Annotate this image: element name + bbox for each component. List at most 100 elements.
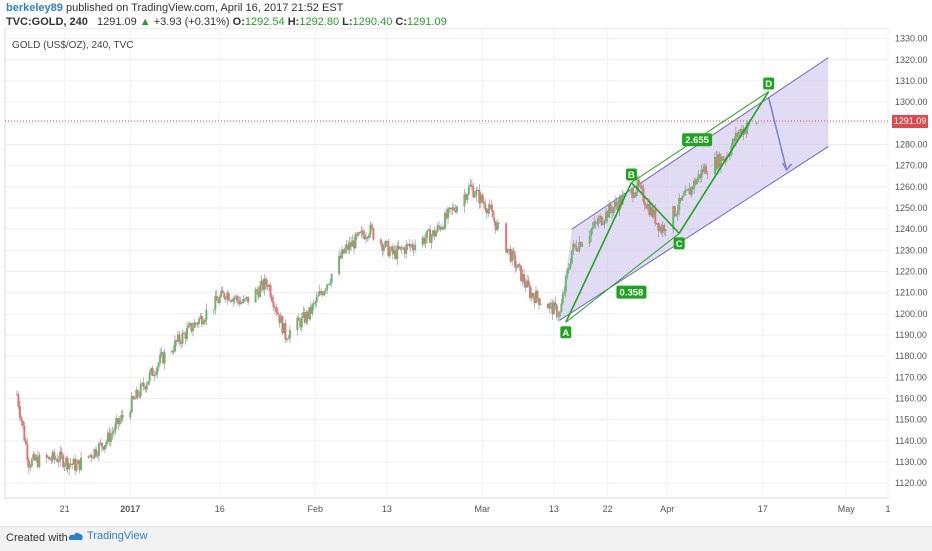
quote-line: TVC:GOLD, 240 1291.09 ▲ +3.93 (+0.31%) O… bbox=[6, 16, 447, 28]
candle-body bbox=[394, 249, 397, 259]
plot-area[interactable] bbox=[4, 28, 889, 499]
author-link[interactable]: berkeley89 bbox=[6, 2, 63, 14]
candle-body bbox=[608, 204, 611, 218]
candle-body bbox=[132, 396, 135, 399]
candle-body bbox=[118, 420, 121, 425]
candle-body bbox=[411, 244, 414, 248]
candle-body bbox=[551, 302, 554, 315]
tradingview-logo[interactable]: TradingView bbox=[68, 530, 148, 542]
candle-body bbox=[275, 307, 278, 313]
candle-body bbox=[77, 460, 80, 464]
pattern-point-box bbox=[560, 326, 572, 339]
candle-body bbox=[175, 340, 178, 342]
candle-body bbox=[364, 237, 367, 240]
candle-body bbox=[129, 412, 132, 418]
candle-body bbox=[435, 231, 438, 237]
candle-body bbox=[563, 291, 566, 294]
candle-body bbox=[30, 459, 33, 467]
candle-body bbox=[87, 456, 90, 458]
leg-bc[interactable] bbox=[630, 182, 680, 234]
candle-body bbox=[581, 243, 584, 247]
candle-body bbox=[26, 444, 29, 461]
candle-body bbox=[676, 210, 679, 215]
candle-body bbox=[736, 132, 739, 137]
candle-body bbox=[53, 451, 56, 459]
candle-body bbox=[160, 352, 163, 355]
candle-body bbox=[181, 332, 184, 344]
candle-body bbox=[187, 325, 190, 329]
candle-body bbox=[142, 383, 145, 387]
candle-body bbox=[546, 303, 549, 309]
candle-body bbox=[693, 180, 696, 190]
candle-body bbox=[35, 456, 38, 461]
candle-body bbox=[497, 223, 500, 225]
candle-body bbox=[664, 229, 667, 231]
candle-body bbox=[56, 458, 59, 462]
y-tick-label: 1130.00 bbox=[895, 457, 927, 467]
candle-body bbox=[716, 154, 719, 169]
published-text: published on TradingView.com, April 16, … bbox=[65, 2, 344, 14]
candle-body bbox=[69, 463, 72, 465]
y-tick-label: 1320.00 bbox=[895, 55, 928, 65]
open-value: 1292.54 bbox=[244, 16, 285, 28]
candle-body bbox=[557, 316, 560, 318]
candle-body bbox=[734, 132, 737, 142]
candle-body bbox=[715, 157, 718, 169]
open-label: O: bbox=[232, 16, 245, 28]
leg-cd[interactable] bbox=[678, 91, 770, 234]
candle-body bbox=[569, 263, 572, 269]
candle-body bbox=[20, 417, 23, 421]
symbol-label: TVC:GOLD, 240 bbox=[6, 16, 88, 28]
candle-body bbox=[372, 228, 375, 240]
candle-body bbox=[691, 186, 694, 190]
candle-body bbox=[414, 244, 417, 250]
brand-name: TradingView bbox=[87, 530, 148, 542]
close-value: 1291.09 bbox=[406, 16, 447, 28]
candle-body bbox=[633, 196, 636, 198]
candle-body bbox=[247, 296, 250, 303]
candle-body bbox=[174, 340, 177, 352]
candle-body bbox=[643, 201, 646, 206]
candle-body bbox=[71, 464, 74, 466]
candle-body bbox=[235, 296, 238, 299]
price-chart[interactable]: 0.358 2.655 A B C D 1120.00 1130.00 1140.00 1150… bbox=[0, 28, 932, 526]
candle-body bbox=[221, 290, 224, 293]
candle-body bbox=[731, 138, 734, 147]
candle-body bbox=[260, 280, 263, 286]
candle-body bbox=[315, 296, 318, 303]
candle-body bbox=[478, 189, 481, 204]
candle-body bbox=[180, 342, 183, 344]
cloud-icon bbox=[68, 532, 83, 541]
y-tick-label: 1260.00 bbox=[895, 182, 928, 192]
candle-body bbox=[360, 230, 363, 233]
candle-body bbox=[136, 389, 139, 397]
y-tick-label: 1220.00 bbox=[895, 266, 928, 276]
candle-body bbox=[259, 285, 262, 298]
candle-body bbox=[268, 285, 271, 287]
candle-body bbox=[705, 166, 708, 174]
candle-body bbox=[188, 323, 191, 326]
candle-body bbox=[130, 396, 133, 413]
candle-body bbox=[381, 243, 384, 251]
candle-body bbox=[466, 194, 469, 200]
leg-ab[interactable] bbox=[565, 182, 633, 323]
candle-body bbox=[361, 230, 364, 235]
candle-body bbox=[408, 244, 411, 247]
candle-body bbox=[618, 197, 621, 211]
candle-body bbox=[702, 169, 705, 172]
candle-body bbox=[718, 154, 721, 168]
chart-title: GOLD (US$/OZ), 240, TVC bbox=[12, 40, 134, 51]
candle-body bbox=[18, 406, 21, 418]
publisher-line: berkeley89 published on TradingView.com,… bbox=[6, 2, 343, 14]
line-ac[interactable] bbox=[565, 232, 680, 323]
projection-arrow-line[interactable] bbox=[767, 97, 788, 171]
high-label: H: bbox=[287, 16, 300, 28]
y-tick-label: 1190.00 bbox=[895, 330, 927, 340]
candle-body bbox=[743, 128, 746, 134]
candle-body bbox=[588, 235, 591, 244]
y-tick-label: 1210.00 bbox=[895, 288, 928, 298]
candle-body bbox=[182, 332, 185, 334]
candle-body bbox=[464, 194, 467, 200]
candle-body bbox=[472, 186, 475, 198]
candle-body bbox=[309, 307, 312, 314]
